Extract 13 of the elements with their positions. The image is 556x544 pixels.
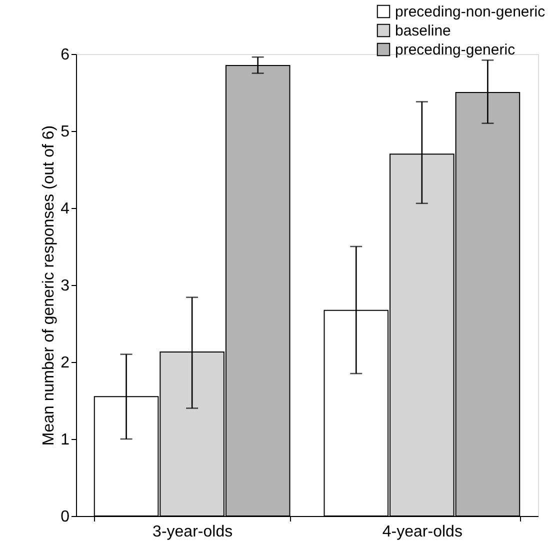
y-tick-label: 6 — [60, 46, 70, 64]
y-tick-label: 3 — [60, 278, 70, 294]
x-tick-label: 3-year-olds — [152, 524, 233, 540]
x-tick-label: 4-year-olds — [382, 524, 462, 540]
y-tick-label: 1 — [60, 432, 70, 448]
y-tick-label: 5 — [60, 124, 70, 140]
y-tick-label: 2 — [60, 354, 70, 372]
legend-label: preceding-non-generic — [395, 4, 546, 20]
legend-label: baseline — [395, 22, 451, 40]
legend-label: preceding-generic — [395, 42, 516, 58]
y-tick-label: 4 — [60, 200, 70, 218]
y-axis-title: Mean number of generic responses (out of 6) — [40, 125, 58, 446]
y-tick-label: 0 — [60, 508, 70, 526]
